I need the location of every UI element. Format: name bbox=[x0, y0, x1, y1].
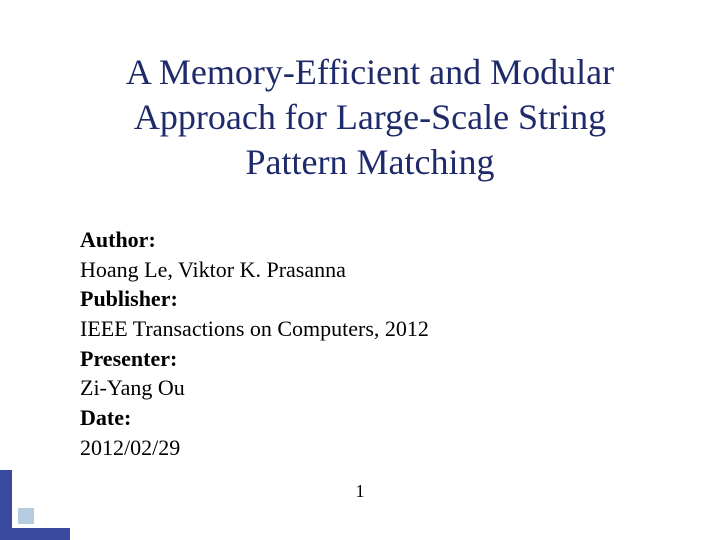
presenter-label: Presenter: bbox=[80, 344, 660, 374]
meta-block: Author: Hoang Le, Viktor K. Prasanna Pub… bbox=[80, 225, 660, 463]
accent-bar-v bbox=[0, 470, 12, 540]
author-names: Hoang Le, Viktor K. Prasanna bbox=[80, 255, 660, 285]
corner-accent-icon bbox=[0, 470, 70, 540]
publisher-label: Publisher: bbox=[80, 284, 660, 314]
slide-title: A Memory-Efficient and Modular Approach … bbox=[80, 50, 660, 185]
accent-square bbox=[18, 508, 34, 524]
publisher-value: IEEE Transactions on Computers, 2012 bbox=[80, 314, 660, 344]
author-label: Author: bbox=[80, 225, 660, 255]
date-label: Date: bbox=[80, 403, 660, 433]
presenter-value: Zi-Yang Ou bbox=[80, 373, 660, 403]
page-number: 1 bbox=[356, 481, 365, 502]
slide-container: A Memory-Efficient and Modular Approach … bbox=[0, 0, 720, 540]
date-value: 2012/02/29 bbox=[80, 433, 660, 463]
